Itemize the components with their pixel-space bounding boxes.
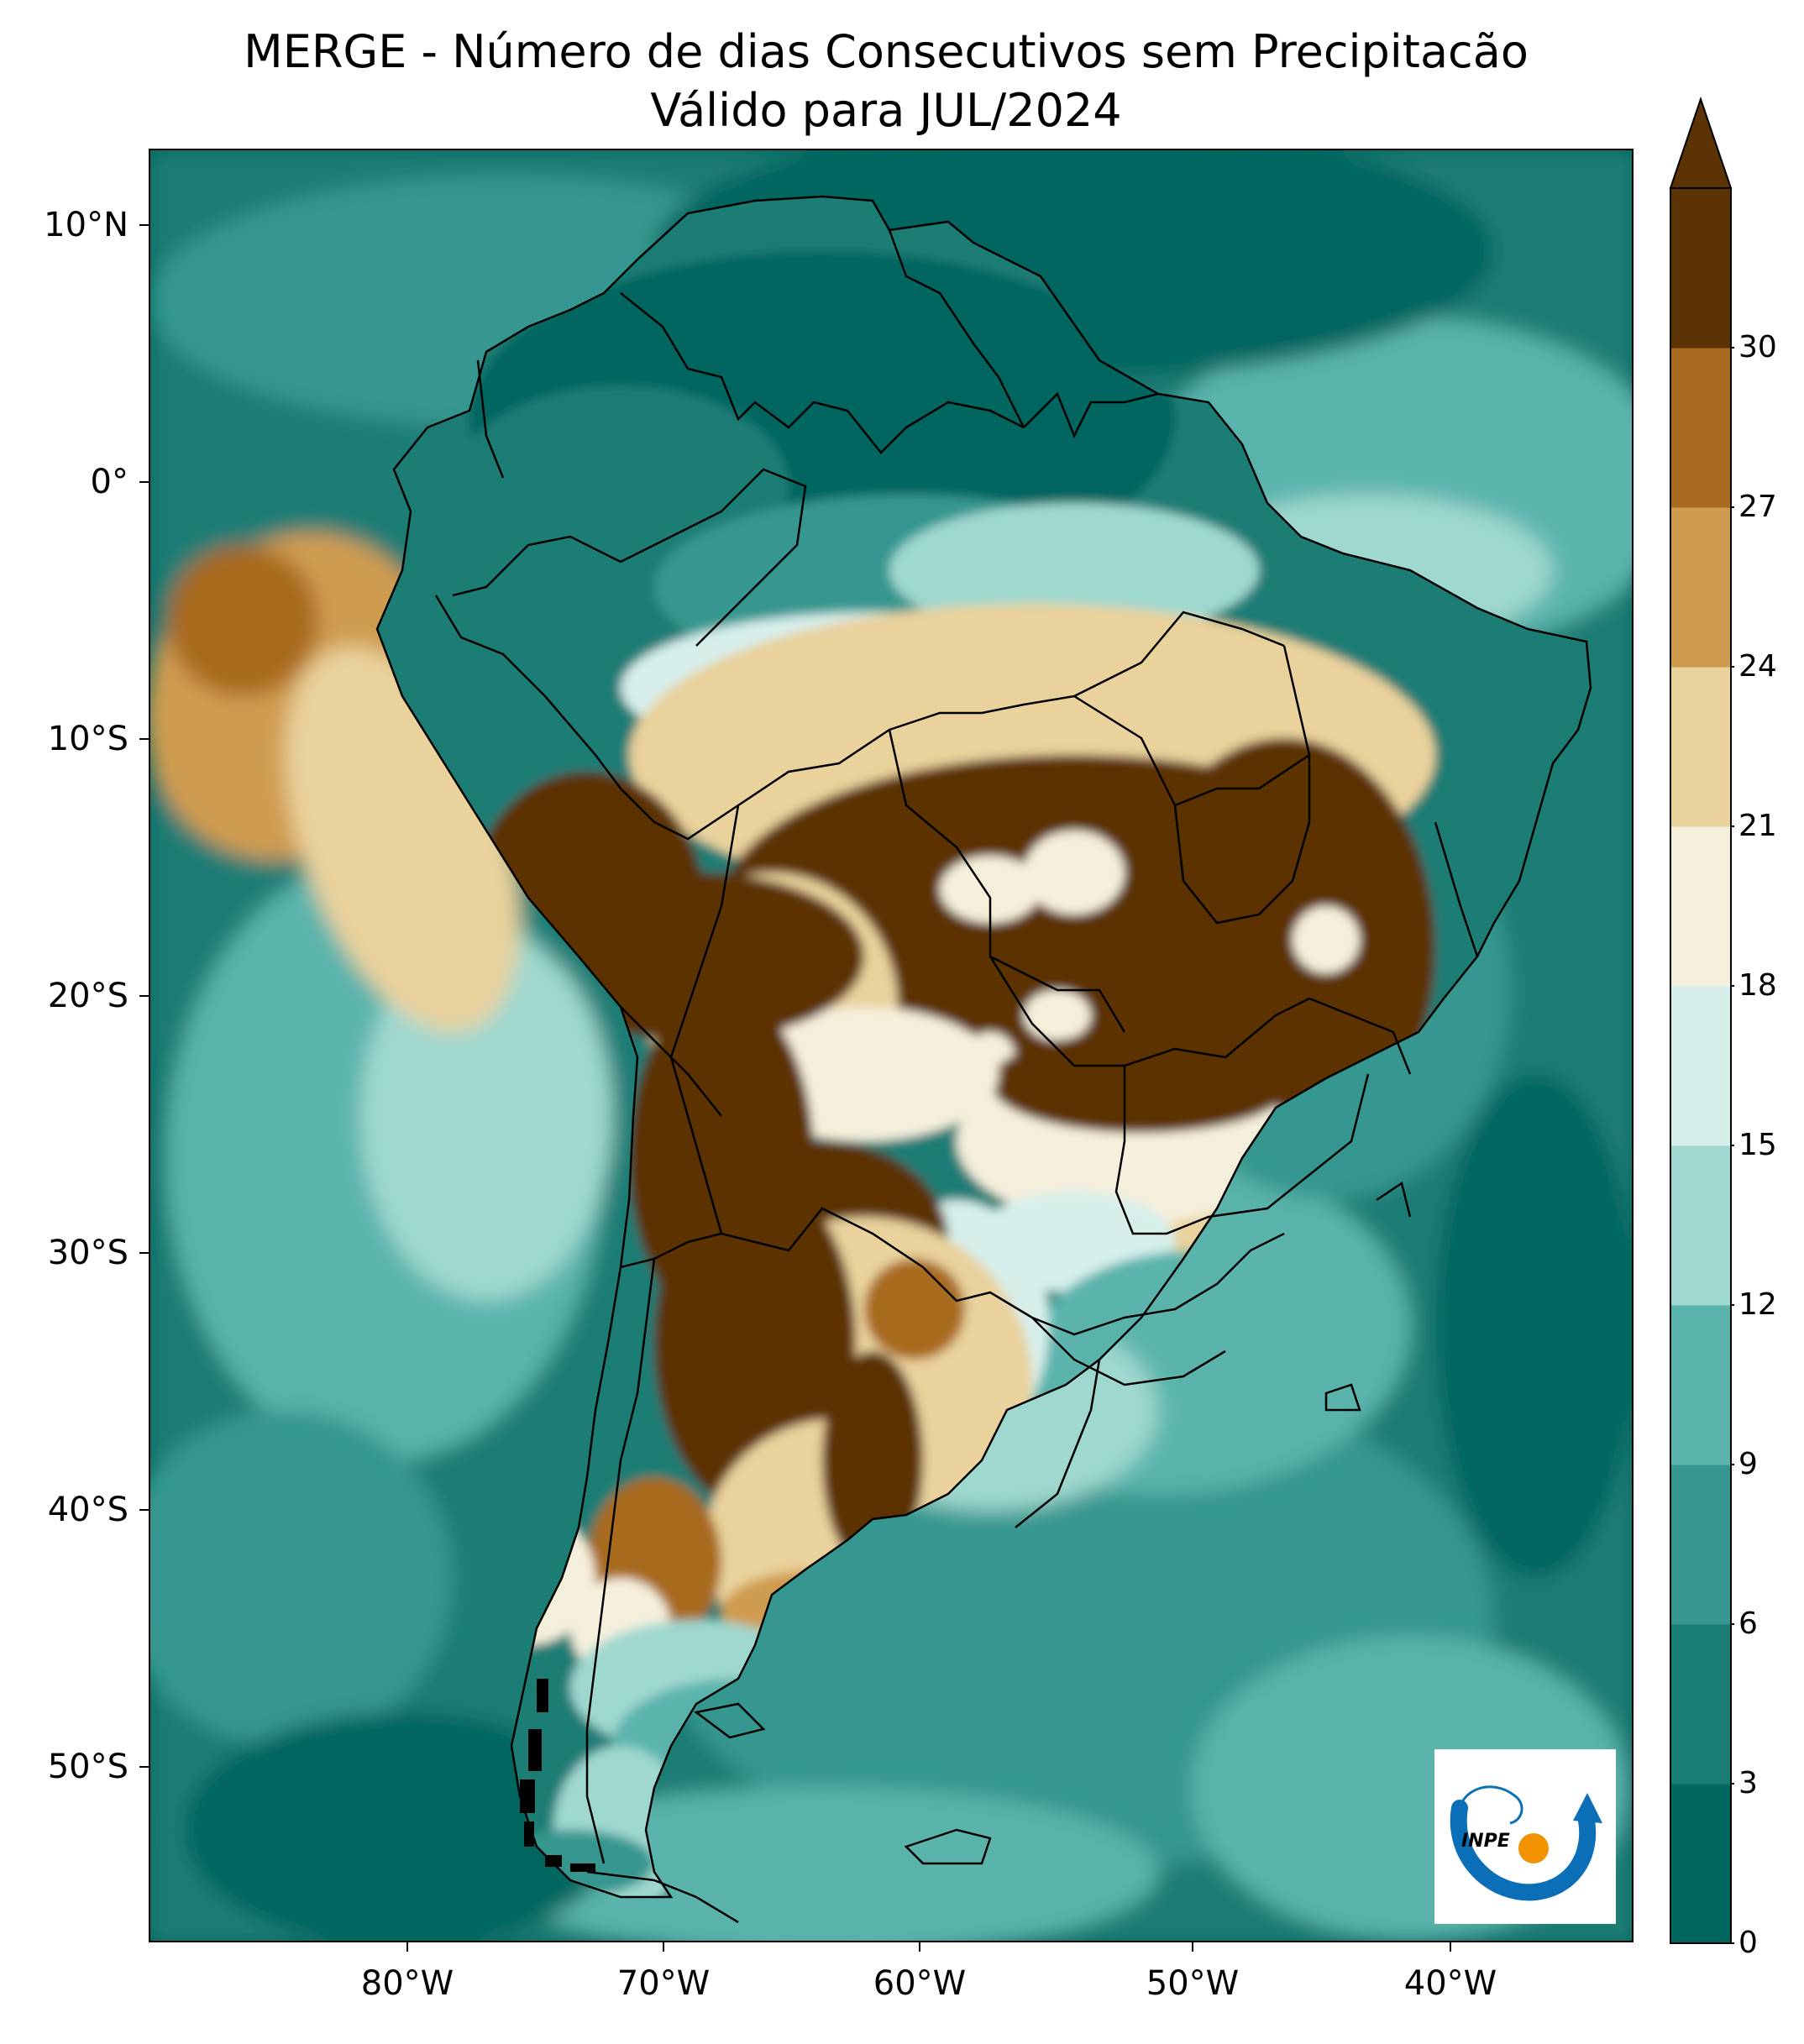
- lat-label-10n: 10°N: [44, 206, 128, 244]
- inpe-logo: INPE: [1434, 1749, 1616, 1924]
- lat-tick: [139, 995, 149, 997]
- colorbar-segment: [1670, 348, 1731, 508]
- colorbar-segment: [1670, 1145, 1731, 1306]
- inpe-logo-text: INPE: [1461, 1831, 1510, 1852]
- lat-label-30s: 30°S: [47, 1234, 128, 1272]
- colorbar-tick-label: 9: [1738, 1447, 1758, 1481]
- coastline-borders: [375, 195, 1592, 1924]
- lat-label-40s: 40°S: [47, 1491, 128, 1529]
- lon-label-50w: 50°W: [1146, 1964, 1240, 2003]
- colorbar-segment: [1670, 1305, 1731, 1465]
- colorbar-tick-label: 30: [1738, 330, 1777, 364]
- colorbar-segment: [1670, 986, 1731, 1146]
- colorbar-segment: [1670, 188, 1731, 349]
- lat-tick: [139, 1509, 149, 1511]
- lon-label-80w: 80°W: [360, 1964, 454, 2003]
- colorbar-tick-label: 21: [1738, 809, 1777, 843]
- lon-tick: [1192, 1942, 1193, 1952]
- lon-tick: [663, 1942, 664, 1952]
- inpe-logo-graphic: INPE: [1450, 1785, 1602, 1901]
- colorbar-tick-label: 3: [1738, 1766, 1758, 1800]
- colorbar-tick-label: 24: [1738, 649, 1777, 684]
- colorbar-extend-arrow: [1669, 96, 1733, 189]
- colorbar-tick-label: 0: [1738, 1926, 1758, 1960]
- precipitation-map: [150, 150, 1632, 1941]
- colorbar-frame: [1670, 187, 1732, 1944]
- map-panel: [149, 149, 1634, 1942]
- colorbar-segment: [1670, 1465, 1731, 1625]
- lat-label-20s: 20°S: [47, 977, 128, 1015]
- lat-tick: [139, 224, 149, 226]
- lat-tick: [139, 481, 149, 483]
- colorbar: [1669, 96, 1734, 1944]
- lon-label-60w: 60°W: [873, 1964, 967, 2003]
- lon-tick: [1450, 1942, 1451, 1952]
- lat-label-50s: 50°S: [47, 1748, 128, 1786]
- lat-tick: [139, 1766, 149, 1768]
- colorbar-tick-label: 15: [1738, 1128, 1777, 1162]
- colorbar-tick-label: 18: [1738, 968, 1777, 1003]
- lat-label-10s: 10°S: [47, 720, 128, 758]
- lon-tick: [919, 1942, 920, 1952]
- colorbar-segment: [1670, 1784, 1731, 1944]
- lon-tick: [406, 1942, 408, 1952]
- lon-label-70w: 70°W: [616, 1964, 711, 2003]
- lon-label-40w: 40°W: [1403, 1964, 1497, 2003]
- chilean-fjords: [520, 1679, 595, 1872]
- map-title: MERGE - Número de dias Consecutivos sem …: [244, 25, 1529, 78]
- lat-label-0: 0°: [90, 463, 128, 501]
- lat-tick: [139, 1252, 149, 1254]
- colorbar-segment: [1670, 826, 1731, 987]
- map-subtitle: Válido para JUL/2024: [650, 84, 1122, 137]
- colorbar-tick-label: 6: [1738, 1606, 1758, 1641]
- colorbar-segment: [1670, 507, 1731, 668]
- lat-tick: [139, 738, 149, 740]
- colorbar-tick-label: 27: [1738, 490, 1777, 524]
- colorbar-tick-label: 12: [1738, 1287, 1777, 1322]
- colorbar-segment: [1670, 667, 1731, 827]
- colorbar-segment: [1670, 1624, 1731, 1785]
